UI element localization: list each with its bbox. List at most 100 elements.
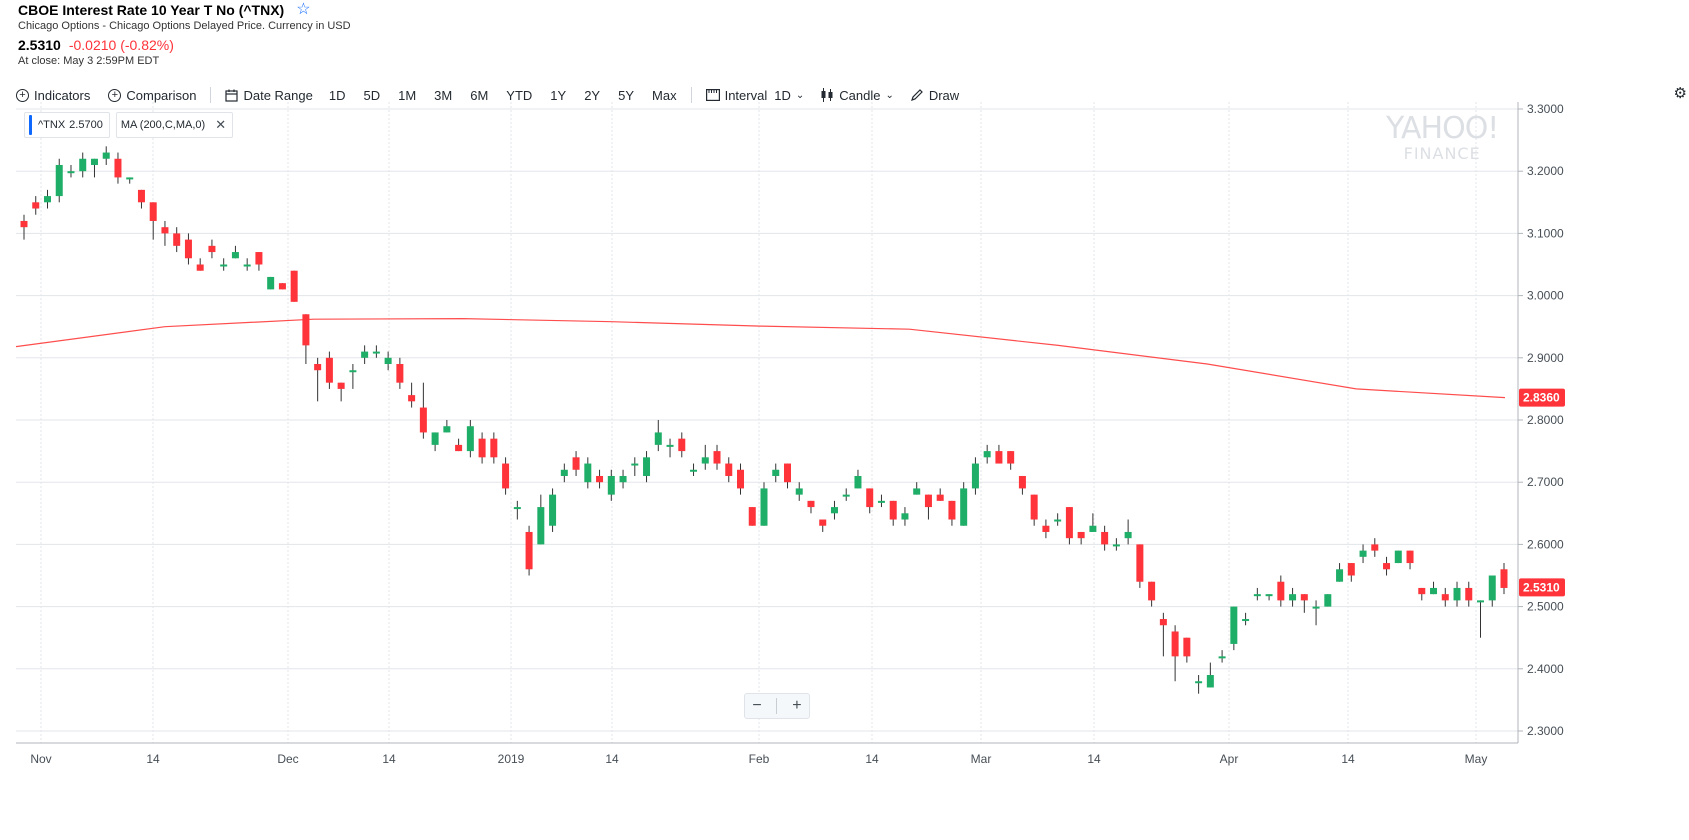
candle-down — [1042, 525, 1050, 532]
grid-lines — [16, 102, 1518, 743]
candle-up — [1394, 550, 1402, 564]
zoom-divider — [776, 698, 778, 714]
interval-button[interactable]: Interval 1D ⌄ — [705, 88, 805, 103]
legend-symbol-chip[interactable]: ^TNX 2.5700 — [24, 112, 110, 138]
candle-up — [584, 463, 592, 483]
candle-up — [1112, 544, 1120, 547]
date-range-button[interactable]: Date Range — [225, 87, 313, 103]
zoom-out-button[interactable]: − — [752, 697, 762, 714]
date-range-label: Date Range — [243, 87, 313, 103]
candle-down — [396, 364, 404, 383]
y-tick-label: 2.8000 — [1527, 413, 1564, 427]
chart-legend: ^TNX 2.5700 MA (200,C,MA,0) ✕ — [24, 112, 234, 138]
y-tick-label: 3.3000 — [1527, 102, 1564, 116]
candle-down — [478, 438, 486, 458]
range-1d[interactable]: 1D — [328, 87, 346, 103]
candle-up — [1453, 587, 1461, 601]
moving-average-line — [15, 317, 1506, 399]
candle-down — [314, 364, 322, 371]
candlesticks — [20, 146, 1508, 694]
chart-type-button[interactable]: Candle ⌄ — [820, 88, 894, 103]
candle-down — [1030, 494, 1038, 520]
candle-up — [90, 158, 98, 165]
y-tick-label: 2.7000 — [1527, 475, 1564, 489]
candle-down — [278, 283, 286, 290]
comparison-button[interactable]: + Comparison — [108, 88, 196, 103]
chevron-down-icon: ⌄ — [795, 89, 805, 101]
range-max[interactable]: Max — [652, 87, 677, 103]
candle-up — [361, 351, 369, 358]
range-1m[interactable]: 1M — [398, 87, 417, 103]
range-5d[interactable]: 5D — [363, 87, 381, 103]
candle-down — [455, 444, 463, 452]
toolbar-divider — [690, 87, 692, 103]
gear-icon[interactable]: ⚙ — [1673, 85, 1687, 102]
candle-down — [995, 451, 1003, 464]
range-6m[interactable]: 6M — [470, 87, 489, 103]
legend-symbol-value: 2.5700 — [69, 119, 103, 131]
price-chart[interactable]: 3.3000 3.2000 3.1000 3.0000 2.9000 2.8000 2.70… — [0, 100, 1689, 770]
candle-down — [1500, 569, 1508, 588]
plus-circle-icon: + — [16, 88, 29, 102]
candle-down — [924, 494, 932, 508]
candle-up — [772, 469, 780, 476]
candle-up — [537, 507, 545, 545]
x-tick-label: Feb — [749, 752, 770, 766]
indicators-button[interactable]: + Indicators — [16, 88, 90, 103]
chart-type-label: Candle — [839, 87, 881, 103]
chevron-down-icon: ⌄ — [885, 89, 894, 101]
candle-down — [819, 519, 827, 526]
candle-up — [1195, 681, 1203, 684]
candle-up — [384, 357, 392, 365]
y-tick-label: 2.4000 — [1527, 662, 1564, 676]
legend-indicator-chip[interactable]: MA (200,C,MA,0) ✕ — [115, 112, 234, 138]
x-tick-label: Nov — [30, 752, 51, 766]
candle-down — [807, 500, 815, 508]
candle-down — [490, 438, 498, 458]
candle-down — [502, 463, 510, 489]
y-tick-label: 2.5000 — [1527, 600, 1564, 614]
range-5y[interactable]: 5Y — [618, 87, 635, 103]
candle-down — [419, 407, 427, 433]
candle-up — [1312, 606, 1320, 609]
candle-up — [1054, 519, 1062, 522]
candle-up — [654, 432, 662, 445]
candle-down — [1136, 544, 1144, 582]
candle-down — [290, 270, 298, 302]
candle-up — [701, 457, 709, 464]
candle-up — [1289, 594, 1297, 601]
candle-down — [783, 463, 791, 483]
candle-down — [1077, 531, 1085, 539]
close-icon[interactable]: ✕ — [215, 117, 227, 132]
last-price-tag: 2.5310 — [1523, 580, 1560, 594]
x-tick-label: 14 — [1087, 752, 1101, 766]
range-ytd[interactable]: YTD — [506, 87, 533, 103]
candle-down — [337, 382, 345, 389]
range-2y[interactable]: 2Y — [584, 87, 601, 103]
candle-up — [842, 494, 850, 497]
candle-down — [572, 457, 580, 470]
candle-down — [32, 202, 40, 209]
candle-up — [43, 196, 51, 203]
watermark-line2: FINANCE — [1403, 144, 1481, 163]
candle-up — [619, 475, 627, 483]
candle-up — [877, 500, 885, 503]
candle-up — [760, 488, 768, 526]
y-tick-label: 2.6000 — [1527, 537, 1564, 551]
zoom-controls: − + — [744, 693, 810, 719]
candle-up — [372, 351, 380, 354]
candle-down — [137, 189, 145, 203]
candle-up — [1230, 606, 1238, 644]
candle-up — [1488, 575, 1496, 601]
zoom-in-button[interactable]: + — [792, 697, 802, 714]
draw-button[interactable]: Draw — [910, 88, 959, 103]
candle-down — [20, 220, 28, 228]
toolbar-divider — [210, 87, 212, 103]
y-tick-label: 2.3000 — [1527, 724, 1564, 738]
candle-down — [1148, 581, 1156, 601]
range-3m[interactable]: 3M — [434, 87, 453, 103]
candle-down — [596, 475, 604, 483]
range-1y[interactable]: 1Y — [550, 87, 567, 103]
watchlist-star-icon[interactable]: ☆ — [296, 1, 311, 18]
candle-down — [173, 233, 181, 246]
